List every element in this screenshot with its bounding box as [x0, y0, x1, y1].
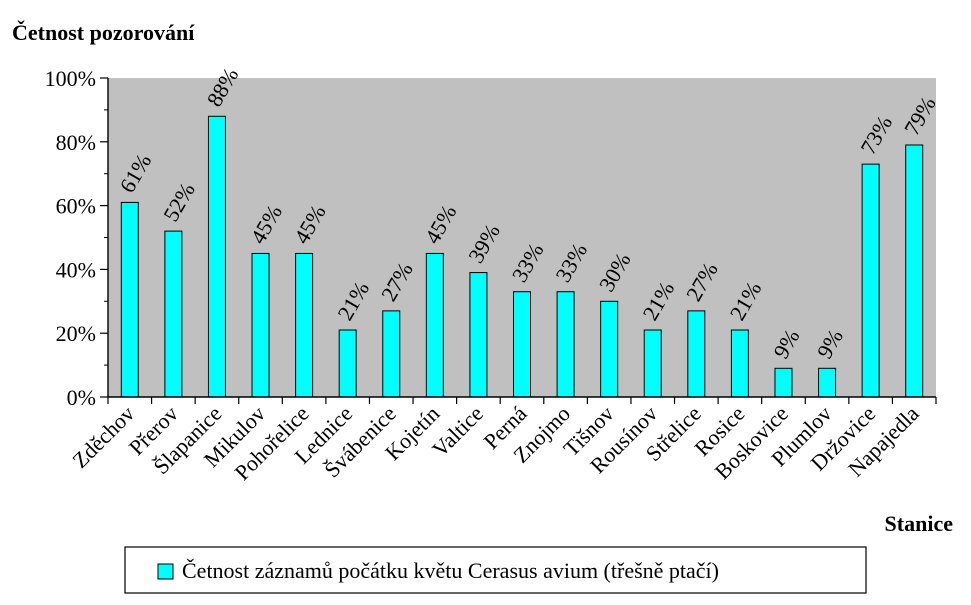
- bar: [643, 329, 662, 398]
- y-tick-label: 20%: [56, 321, 96, 346]
- legend-box: [124, 546, 867, 594]
- bar: [818, 367, 837, 398]
- y-axis-title: Četnost pozorování: [12, 20, 195, 45]
- bar: [687, 310, 706, 398]
- y-tick-label: 80%: [56, 130, 96, 155]
- y-tick-label: 60%: [56, 194, 96, 219]
- bar: [382, 310, 401, 398]
- bar: [513, 291, 531, 398]
- legend-label: Četnost záznamů počátku květu Cerasus av…: [182, 558, 719, 583]
- bar: [730, 329, 749, 398]
- bar: [556, 291, 575, 398]
- legend-swatch: [157, 563, 174, 580]
- y-tick-label: 100%: [45, 66, 96, 91]
- bar: [774, 367, 793, 398]
- bar: [251, 252, 270, 398]
- bar: [295, 252, 314, 398]
- bar: [600, 300, 619, 398]
- x-axis-title: Stanice: [885, 511, 954, 536]
- y-tick-label: 0%: [67, 385, 96, 410]
- legend: Četnost záznamů počátku květu Cerasus av…: [124, 546, 867, 594]
- bar: [120, 201, 139, 398]
- bar: [469, 272, 488, 398]
- bar: [425, 252, 444, 398]
- x-tick-label: Valtice: [427, 401, 488, 462]
- bar: [207, 115, 226, 398]
- bar: [861, 163, 880, 398]
- bar: [164, 230, 183, 398]
- bar: [905, 144, 924, 398]
- y-tick-label: 40%: [56, 257, 96, 282]
- bar: [338, 329, 357, 398]
